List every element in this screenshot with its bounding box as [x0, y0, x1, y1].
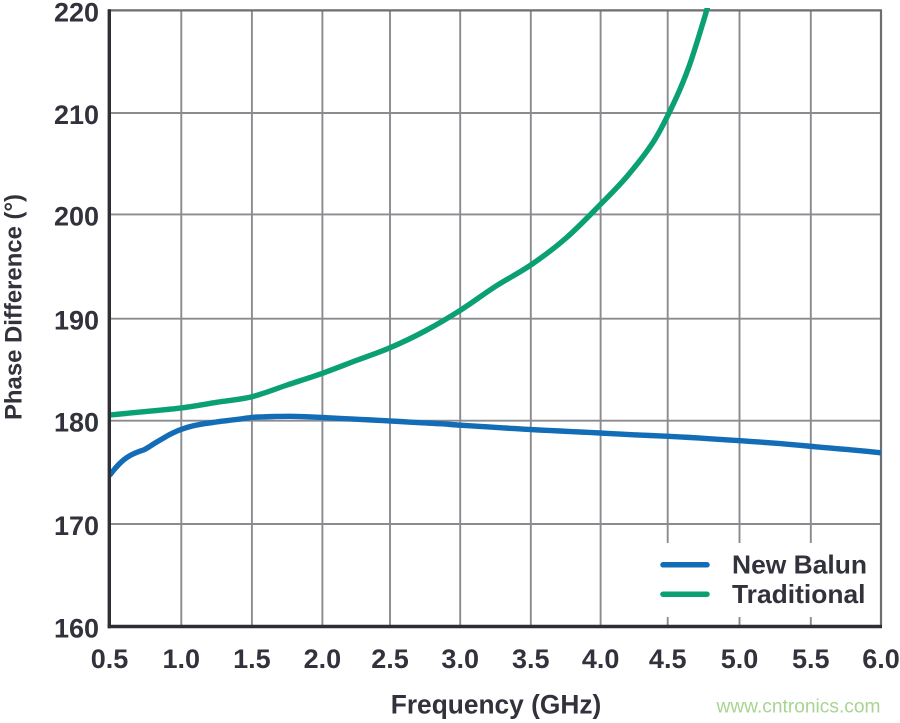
- svg-text:190: 190: [54, 306, 99, 336]
- svg-text:4.0: 4.0: [582, 644, 620, 674]
- svg-text:210: 210: [54, 100, 99, 130]
- svg-text:1.0: 1.0: [163, 644, 201, 674]
- svg-text:0.5: 0.5: [91, 644, 129, 674]
- svg-text:Frequency (GHz): Frequency (GHz): [391, 689, 602, 719]
- svg-text:New Balun: New Balun: [732, 550, 867, 580]
- svg-text:2.5: 2.5: [371, 644, 409, 674]
- svg-text:160: 160: [54, 614, 99, 644]
- svg-text:Phase Difference (°): Phase Difference (°): [1, 194, 28, 420]
- svg-text:5.5: 5.5: [792, 644, 830, 674]
- svg-text:www.cntronics.com: www.cntronics.com: [716, 696, 881, 718]
- svg-text:4.5: 4.5: [649, 644, 687, 674]
- svg-text:3.5: 3.5: [512, 644, 550, 674]
- svg-text:3.0: 3.0: [441, 644, 479, 674]
- svg-text:200: 200: [54, 201, 99, 231]
- svg-text:2.0: 2.0: [304, 644, 342, 674]
- svg-text:170: 170: [54, 511, 99, 541]
- svg-text:Traditional: Traditional: [732, 579, 866, 609]
- svg-text:6.0: 6.0: [862, 644, 900, 674]
- svg-text:220: 220: [54, 0, 99, 27]
- svg-text:1.5: 1.5: [233, 644, 271, 674]
- svg-text:180: 180: [54, 408, 99, 438]
- svg-text:5.0: 5.0: [721, 644, 759, 674]
